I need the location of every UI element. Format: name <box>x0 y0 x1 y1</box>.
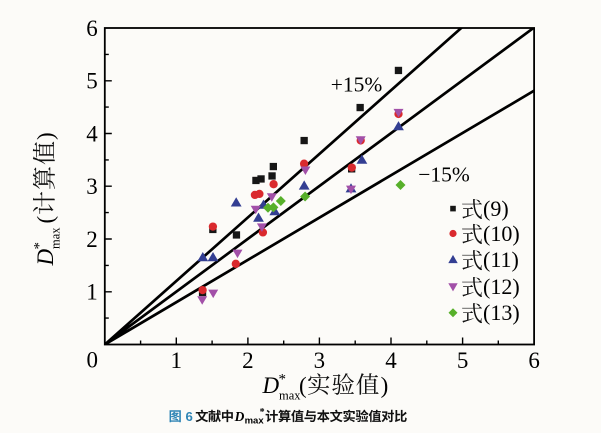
svg-text:6: 6 <box>528 348 540 373</box>
svg-text:*: * <box>279 372 287 388</box>
svg-text:2: 2 <box>242 348 254 373</box>
svg-text:(12): (12) <box>483 274 520 299</box>
svg-text:1: 1 <box>171 348 183 373</box>
svg-text:1: 1 <box>86 280 98 305</box>
svg-text:D: D <box>33 249 58 267</box>
svg-text:+15%: +15% <box>331 73 383 97</box>
svg-text:(10): (10) <box>483 221 520 246</box>
svg-text:(13): (13) <box>483 300 520 325</box>
svg-text:2: 2 <box>86 227 98 252</box>
svg-text:max: max <box>279 389 301 403</box>
svg-text:): ) <box>381 373 389 398</box>
svg-text:4: 4 <box>86 121 98 146</box>
svg-text:3: 3 <box>86 174 98 199</box>
svg-text:3: 3 <box>314 348 326 373</box>
svg-text:5: 5 <box>86 69 98 94</box>
svg-text:): ) <box>33 132 58 140</box>
svg-text:(: ( <box>33 216 58 224</box>
svg-text:6: 6 <box>186 409 193 424</box>
svg-text:5: 5 <box>457 348 469 373</box>
svg-text:(: ( <box>299 373 307 398</box>
svg-text:6: 6 <box>86 16 98 41</box>
svg-text:−15%: −15% <box>418 163 470 187</box>
svg-text:(9): (9) <box>483 196 509 221</box>
svg-text:D: D <box>234 409 245 424</box>
svg-text:D: D <box>262 373 280 398</box>
svg-text:*: * <box>32 242 48 250</box>
svg-text:4: 4 <box>385 348 397 373</box>
svg-text:max: max <box>49 227 63 249</box>
svg-text:(11): (11) <box>483 247 519 272</box>
svg-text:0: 0 <box>87 348 99 373</box>
svg-text:max: max <box>245 416 265 427</box>
svg-text:*: * <box>260 407 265 418</box>
